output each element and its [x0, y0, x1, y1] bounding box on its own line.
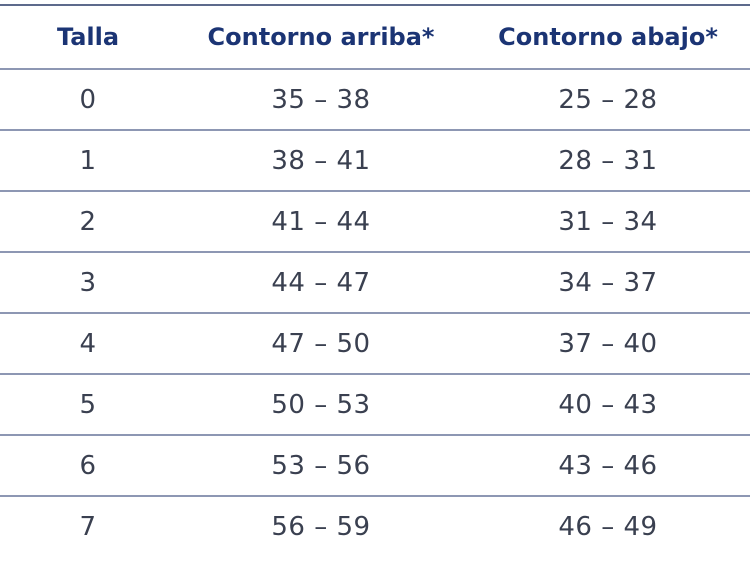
header-talla: Talla — [0, 6, 176, 70]
table-row: 0 35 – 38 25 – 28 — [0, 69, 750, 131]
cell-contorno-abajo: 46 – 49 — [558, 511, 658, 542]
cell-talla: 6 — [0, 435, 176, 497]
cell-contorno-arriba: 50 – 53 — [176, 374, 466, 436]
cell-contorno-arriba: 56 – 59 — [271, 511, 371, 542]
cell-contorno-abajo: 37 – 40 — [466, 313, 750, 375]
cell-contorno-abajo: 43 – 46 — [466, 435, 750, 497]
cell-contorno-arriba: 41 – 44 — [176, 191, 466, 253]
cell-contorno-abajo: 34 – 37 — [466, 252, 750, 314]
cell-contorno-arriba: 53 – 56 — [176, 435, 466, 497]
header-contorno-abajo: Contorno abajo* — [466, 6, 750, 70]
cell-contorno-abajo: 25 – 28 — [466, 69, 750, 131]
cell-talla: 2 — [0, 191, 176, 253]
table-top-rule — [0, 4, 750, 6]
table-row: 5 50 – 53 40 – 43 — [0, 374, 750, 436]
cell-talla: 5 — [0, 374, 176, 436]
size-table: Talla Contorno arriba* Contorno abajo* 0… — [0, 6, 750, 556]
table-row: 1 38 – 41 28 – 31 — [0, 130, 750, 192]
cell-contorno-arriba: 38 – 41 — [176, 130, 466, 192]
cell-talla: 3 — [0, 252, 176, 314]
table-row: 4 47 – 50 37 – 40 — [0, 313, 750, 375]
header-row: Talla Contorno arriba* Contorno abajo* — [0, 6, 750, 70]
cell-contorno-arriba: 44 – 47 — [176, 252, 466, 314]
cell-contorno-abajo: 40 – 43 — [466, 374, 750, 436]
cell-talla: 7 — [79, 511, 97, 542]
cell-talla: 4 — [0, 313, 176, 375]
table-row: 2 41 – 44 31 – 34 — [0, 191, 750, 253]
cell-talla: 0 — [0, 69, 176, 131]
table-row: 7 56 – 59 46 – 49 — [0, 496, 750, 556]
table-row: 6 53 – 56 43 – 46 — [0, 435, 750, 497]
cell-contorno-abajo: 28 – 31 — [466, 130, 750, 192]
table-row: 3 44 – 47 34 – 37 — [0, 252, 750, 314]
cell-contorno-arriba: 47 – 50 — [176, 313, 466, 375]
cell-contorno-arriba: 35 – 38 — [176, 69, 466, 131]
cell-talla: 1 — [0, 130, 176, 192]
cell-contorno-abajo: 31 – 34 — [466, 191, 750, 253]
header-contorno-arriba: Contorno arriba* — [176, 6, 466, 70]
